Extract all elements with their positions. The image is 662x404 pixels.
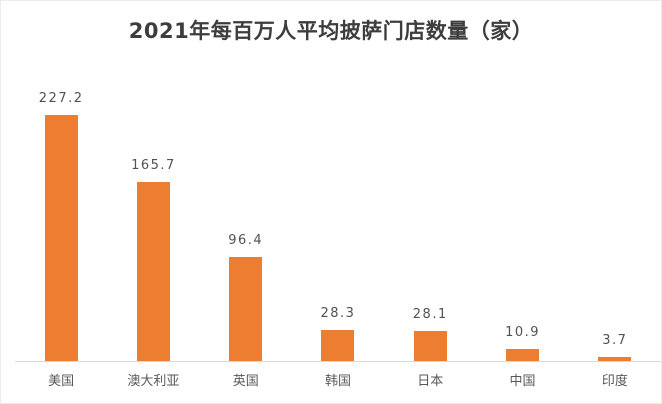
bar-slot: 28.1 xyxy=(384,61,476,361)
bar-value-label: 96.4 xyxy=(228,232,264,248)
bar-slot: 165.7 xyxy=(107,61,199,361)
x-axis-label: 美国 xyxy=(48,374,75,389)
bar-slot: 28.3 xyxy=(292,61,384,361)
x-axis-label: 印度 xyxy=(601,374,628,389)
bar xyxy=(44,115,78,361)
plot-area: 227.2 165.7 96.4 28.3 28.1 10.9 3.7 xyxy=(15,61,661,362)
bar-value-label: 3.7 xyxy=(602,333,628,348)
bar-value-label: 165.7 xyxy=(131,157,176,173)
bar-value-label: 10.9 xyxy=(505,325,541,341)
x-axis-labels: 美国 澳大利亚 英国 韩国 日本 中国 印度 xyxy=(15,362,661,403)
bar-slot: 227.2 xyxy=(15,61,107,361)
bar-slot: 10.9 xyxy=(476,61,568,361)
chart-title: 2021年每百万人平均披萨门店数量（家） xyxy=(128,19,534,43)
bar-slot: 3.7 xyxy=(569,61,661,361)
x-axis-label: 中国 xyxy=(509,374,536,389)
bar xyxy=(136,181,170,361)
x-axis-label: 韩国 xyxy=(324,374,351,389)
bar-slot: 96.4 xyxy=(200,61,292,361)
bar-value-label: 28.3 xyxy=(320,306,356,322)
bar xyxy=(413,330,447,361)
x-axis-label: 英国 xyxy=(232,374,259,389)
bar xyxy=(598,357,632,361)
bar xyxy=(229,256,263,361)
bar xyxy=(321,330,355,361)
x-axis-label: 日本 xyxy=(417,374,444,389)
bar-value-label: 28.1 xyxy=(412,306,448,322)
x-axis-label: 澳大利亚 xyxy=(127,374,180,389)
bar-value-label: 227.2 xyxy=(38,91,84,106)
bar xyxy=(506,349,540,361)
